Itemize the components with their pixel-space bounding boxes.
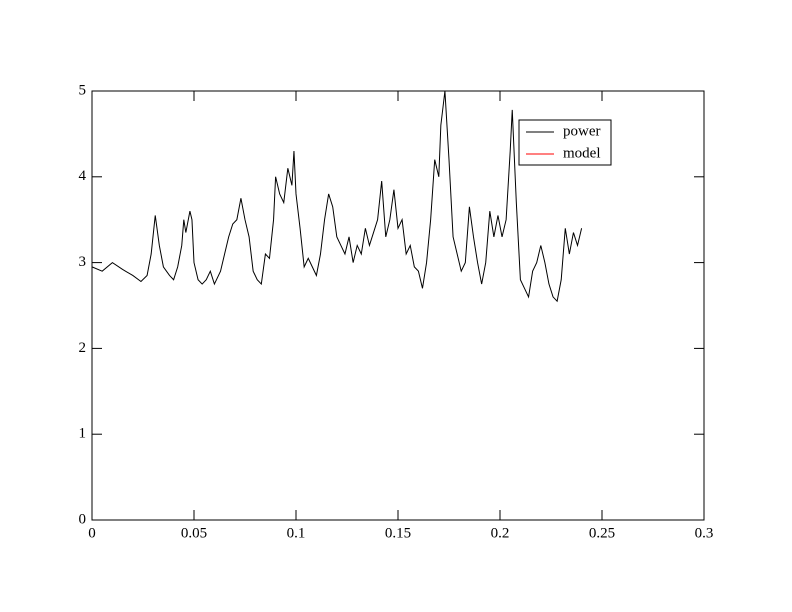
y-tick-label: 2 bbox=[79, 340, 87, 356]
x-tick-label: 0.25 bbox=[589, 525, 615, 541]
x-tick-label: 0.2 bbox=[491, 525, 510, 541]
x-tick-label: 0 bbox=[88, 525, 96, 541]
series-line bbox=[91, 90, 583, 303]
plot-frame bbox=[91, 90, 705, 521]
y-tick-label: 3 bbox=[79, 254, 87, 270]
x-tick-label: 0.1 bbox=[287, 525, 306, 541]
legend-label: model bbox=[563, 145, 601, 161]
legend-label: power bbox=[563, 123, 601, 139]
y-tick-label: 4 bbox=[79, 168, 87, 184]
x-tick-label: 0.15 bbox=[385, 525, 411, 541]
y-tick-label: 0 bbox=[79, 511, 87, 527]
x-tick-label: 0.3 bbox=[695, 525, 714, 541]
y-tick-label: 5 bbox=[79, 82, 87, 98]
y-tick-label: 1 bbox=[79, 426, 87, 442]
legend: power model bbox=[518, 119, 612, 166]
x-tick-label: 0.05 bbox=[181, 525, 207, 541]
legend-box bbox=[518, 119, 612, 166]
